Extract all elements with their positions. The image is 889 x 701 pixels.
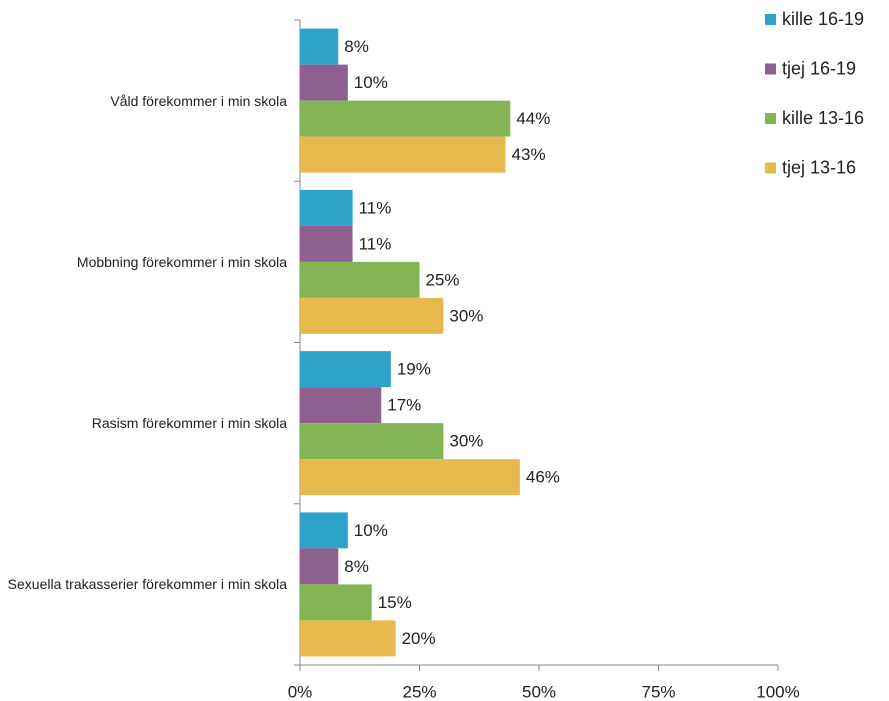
data-label: 46% xyxy=(526,468,560,487)
bar xyxy=(300,387,382,424)
bar xyxy=(300,225,353,262)
x-tick-label: 75% xyxy=(641,682,675,701)
legend-swatch xyxy=(765,63,776,75)
data-label: 17% xyxy=(387,396,421,415)
bar xyxy=(300,584,372,621)
data-label: 8% xyxy=(344,37,369,56)
bar xyxy=(300,100,511,137)
x-tick-label: 100% xyxy=(756,682,799,701)
category-text: Våld förekommer i min skola xyxy=(110,92,287,109)
category-label: Rasism förekommer i min skola xyxy=(0,343,287,504)
data-label: 44% xyxy=(516,109,550,128)
category-text: Rasism förekommer i min skola xyxy=(91,415,287,432)
bar xyxy=(300,64,348,101)
category-text: Sexuella trakasserier förekommer i min s… xyxy=(7,576,287,593)
legend-label: kille 13-16 xyxy=(782,108,864,128)
category-label: Sexuella trakasserier förekommer i min s… xyxy=(0,504,287,665)
data-label: 20% xyxy=(402,629,436,648)
legend-swatch xyxy=(765,162,776,174)
data-label: 11% xyxy=(359,198,392,217)
bar xyxy=(300,459,520,496)
bar xyxy=(300,189,353,226)
x-tick-label: 0% xyxy=(288,682,313,701)
data-label: 43% xyxy=(512,145,546,164)
category-text: Mobbning förekommer i min skola xyxy=(76,253,287,270)
legend-swatch xyxy=(765,113,776,124)
data-label: 10% xyxy=(354,73,388,92)
x-tick-label: 50% xyxy=(522,682,556,701)
data-label: 30% xyxy=(449,432,483,451)
data-label: 11% xyxy=(359,234,392,253)
bar xyxy=(300,548,339,585)
data-label: 25% xyxy=(426,270,460,289)
data-label: 8% xyxy=(344,557,369,576)
data-label: 19% xyxy=(397,360,431,379)
bar xyxy=(300,423,444,460)
legend-label: kille 16-19 xyxy=(782,9,864,29)
bar xyxy=(300,261,420,298)
category-label: Våld förekommer i min skola xyxy=(0,20,287,181)
bar xyxy=(300,136,506,173)
legend-swatch xyxy=(765,14,776,25)
bar xyxy=(300,28,339,65)
data-label: 30% xyxy=(449,306,483,325)
bar xyxy=(300,297,444,334)
bar xyxy=(300,620,396,657)
category-label: Mobbning förekommer i min skola xyxy=(0,181,287,342)
legend-label: tjej 16-19 xyxy=(782,58,856,78)
bar xyxy=(300,512,348,549)
data-label: 10% xyxy=(354,521,388,540)
bar xyxy=(300,351,391,388)
x-tick-label: 25% xyxy=(402,682,436,701)
data-label: 15% xyxy=(378,593,412,612)
legend-label: tjej 13-16 xyxy=(782,157,856,177)
